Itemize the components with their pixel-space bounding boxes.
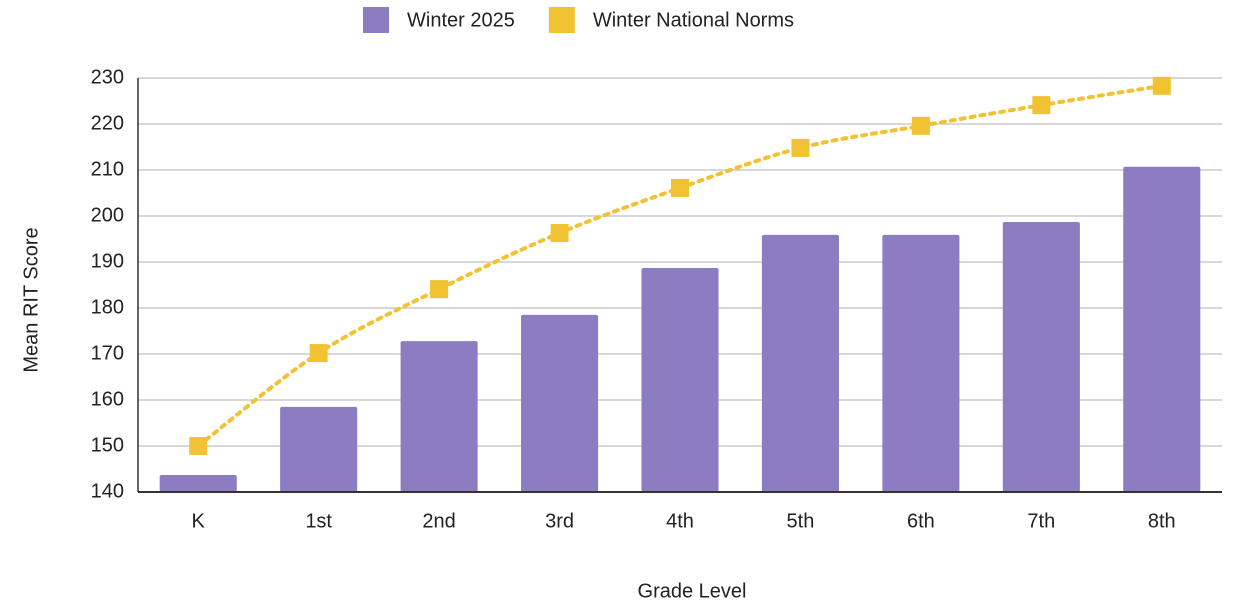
y-tick-label: 200 (91, 204, 124, 226)
bar (1002, 221, 1080, 493)
marker (671, 178, 689, 197)
y-tick-label: 170 (91, 342, 124, 364)
marker (430, 280, 449, 299)
x-tick-label: K (192, 510, 206, 532)
marker (1152, 76, 1171, 95)
legend-label: Winter 2025 (407, 9, 515, 31)
y-axis-label: Mean RIT Score (20, 227, 42, 372)
x-tick-label: 6th (907, 510, 935, 532)
legend-swatch (363, 7, 389, 33)
marker (309, 344, 328, 363)
bar (641, 267, 719, 492)
bar (1123, 166, 1201, 492)
y-tick-label: 220 (91, 112, 124, 134)
y-tick-label: 190 (91, 250, 124, 272)
marker (1032, 96, 1051, 115)
legend-swatch (548, 7, 575, 33)
x-tick-label: 2nd (422, 510, 455, 532)
x-tick-label: 7th (1027, 510, 1055, 532)
x-tick-label: 8th (1148, 510, 1176, 532)
y-tick-label: 160 (91, 388, 124, 410)
y-tick-label: 180 (91, 296, 124, 318)
bar (761, 234, 839, 493)
x-tick-label: 3rd (545, 510, 574, 532)
x-axis-label: Grade Level (638, 580, 747, 602)
bar (521, 314, 599, 492)
legend-label: Winter National Norms (593, 9, 794, 31)
marker (791, 138, 810, 157)
marker (550, 224, 569, 243)
x-tick-label: 5th (787, 510, 815, 532)
y-tick-label: 210 (91, 158, 124, 180)
marker (911, 116, 930, 135)
bar (280, 406, 358, 492)
x-tick-label: 4th (666, 510, 694, 532)
y-tick-label: 150 (91, 434, 124, 456)
marker (189, 437, 208, 455)
bar (882, 234, 960, 493)
x-tick-label: 1st (305, 510, 332, 532)
bar (159, 474, 237, 492)
y-tick-label: 140 (91, 480, 124, 502)
y-tick-label: 230 (91, 66, 124, 88)
bar (400, 341, 478, 492)
